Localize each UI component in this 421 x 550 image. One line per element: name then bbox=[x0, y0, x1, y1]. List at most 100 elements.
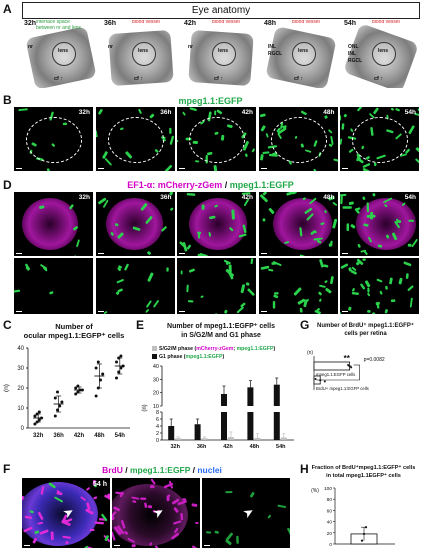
panel-d-title-sep: / bbox=[222, 180, 230, 190]
x-tick-label: 32h bbox=[170, 444, 180, 450]
cell-signal bbox=[340, 193, 418, 255]
scale-bar bbox=[97, 310, 104, 312]
y-tick-label: 0 bbox=[156, 438, 159, 444]
anatomy-label: lens bbox=[378, 48, 389, 54]
data-point bbox=[115, 360, 118, 364]
scale-bar bbox=[24, 544, 30, 546]
anatomy-label: lens bbox=[298, 48, 309, 54]
panel-a-letter: A bbox=[3, 2, 12, 16]
merged-image-42h: 42h bbox=[177, 192, 256, 256]
time-label: 48h bbox=[323, 109, 335, 116]
time-label: 42h bbox=[241, 194, 253, 201]
anatomy-label: RGCL bbox=[348, 58, 363, 64]
egfp-image-42h: 42h bbox=[177, 107, 256, 171]
lens-outline bbox=[212, 42, 236, 66]
y-tick-label: 80 bbox=[327, 497, 333, 503]
cell-signal bbox=[29, 482, 109, 548]
data-point bbox=[33, 422, 37, 426]
annotation-note: blood vessel bbox=[372, 20, 400, 25]
legend-swatch-black bbox=[152, 354, 157, 360]
merged-image-32h: 32h bbox=[14, 192, 93, 256]
time-label: 42h bbox=[241, 109, 253, 116]
y-axis-label: (n) bbox=[3, 384, 10, 392]
x-tick-label: 36h bbox=[53, 433, 64, 439]
brdu-image-1: 54 h ➤ bbox=[22, 478, 110, 548]
y-tick-label: 40 bbox=[327, 520, 333, 526]
data-point bbox=[37, 410, 41, 414]
cf-label: cf ↑ bbox=[134, 76, 144, 82]
green-channel-image-32h bbox=[14, 258, 93, 314]
legend1-mid: ; bbox=[233, 346, 237, 352]
x-tick-label: 48h bbox=[94, 433, 105, 439]
panel-f-sep2: / bbox=[190, 465, 198, 475]
scale-bar bbox=[97, 167, 104, 169]
panel-b-letter: B bbox=[3, 93, 12, 107]
panel-b-title: mpeg1.1:EGFP bbox=[178, 96, 243, 106]
panel-a-title: Eye anatomy bbox=[191, 5, 251, 16]
y-tick-label: 40 bbox=[17, 346, 24, 352]
y-tick-label: 0 bbox=[329, 542, 332, 548]
bar bbox=[228, 437, 234, 440]
panel-f-title-magenta: BrdU bbox=[102, 465, 123, 475]
annotation-note: blood vessel bbox=[132, 20, 160, 25]
data-point bbox=[319, 379, 322, 382]
cell-signal bbox=[179, 192, 251, 256]
scale-bar bbox=[114, 544, 120, 546]
scale-bar bbox=[260, 252, 267, 254]
legend2-green: mpeg1.1:EGFP bbox=[185, 354, 223, 360]
legend2-prefix: G1 phase ( bbox=[159, 354, 186, 360]
y-tick-label: 30 bbox=[153, 377, 159, 383]
legend2-suffix: ) bbox=[222, 354, 225, 360]
scale-bar bbox=[179, 310, 185, 312]
y-axis-label: (n) bbox=[142, 404, 148, 411]
panel-e-legend: S/G2/M phase (mCherry-zGem; mpeg1.1:EGFP… bbox=[152, 345, 275, 361]
y-tick-label: 40 bbox=[153, 364, 159, 370]
data-point bbox=[58, 404, 62, 408]
time-label: 36h bbox=[160, 194, 172, 201]
annotation-note: blood vessel bbox=[292, 20, 320, 25]
scale-bar bbox=[342, 310, 348, 312]
y-tick-label: 6 bbox=[156, 417, 159, 423]
y-tick-label: 20 bbox=[17, 386, 24, 392]
cell-signal bbox=[258, 259, 334, 314]
y-tick-label: 10 bbox=[153, 404, 159, 410]
panel-e-legend-item-1: S/G2/M phase (mCherry-zGem; mpeg1.1:EGFP… bbox=[152, 345, 275, 353]
panel-f-title: BrdU / mpeg1.1:EGFP / nuclei bbox=[22, 465, 302, 475]
eye-anatomy-image-48h: 48h blood vessel lens INL RGCL cf ↑ bbox=[262, 20, 340, 88]
panel-a-title-box: Eye anatomy bbox=[22, 2, 420, 19]
bar-upper-segment bbox=[273, 384, 280, 406]
panel-g-title: Number of BrdU⁺ mpeg1.1:EGFP⁺ cells per … bbox=[316, 323, 414, 337]
data-point bbox=[74, 392, 78, 396]
cell-signal bbox=[112, 478, 200, 548]
annotation-note: interface space between nr and lens bbox=[36, 20, 82, 31]
data-point bbox=[323, 380, 326, 383]
scale-bar bbox=[179, 167, 185, 169]
anatomy-label: lens bbox=[138, 48, 149, 54]
cell-signal bbox=[340, 258, 414, 314]
egfp-image-36h: 36h bbox=[95, 107, 175, 171]
data-point bbox=[94, 366, 98, 370]
x-tick-label: 54h bbox=[276, 444, 286, 450]
y-tick-label: 10 bbox=[17, 406, 24, 412]
x-tick-label: 42h bbox=[223, 444, 233, 450]
eye-outline-dashed bbox=[352, 117, 408, 163]
legend-swatch-gray bbox=[152, 346, 157, 352]
panel-h-letter: H bbox=[300, 462, 309, 476]
panel-c-chart: 0 10 20 30 40 (n) 32h 36h 42h 48h 54h bbox=[3, 346, 130, 439]
time-label: 42h bbox=[184, 20, 197, 27]
cf-label: cf ↑ bbox=[294, 76, 304, 82]
bar-lower-segment bbox=[221, 412, 227, 440]
eye-anatomy-image-42h: 42h blood vessel nr lens cf ↑ bbox=[182, 20, 260, 88]
lens-outline bbox=[132, 42, 156, 66]
data-point bbox=[350, 366, 353, 369]
scale-bar bbox=[204, 544, 210, 546]
data-point bbox=[362, 532, 366, 536]
legend1-green: mpeg1.1:EGFP bbox=[236, 346, 274, 352]
anatomy-label: ONL bbox=[348, 44, 359, 50]
data-point bbox=[314, 378, 317, 380]
bar-upper-segment bbox=[247, 387, 254, 406]
brdu-image-3: ➤ bbox=[202, 478, 290, 548]
data-point bbox=[117, 370, 121, 374]
panel-f-sep1: / bbox=[122, 465, 130, 475]
